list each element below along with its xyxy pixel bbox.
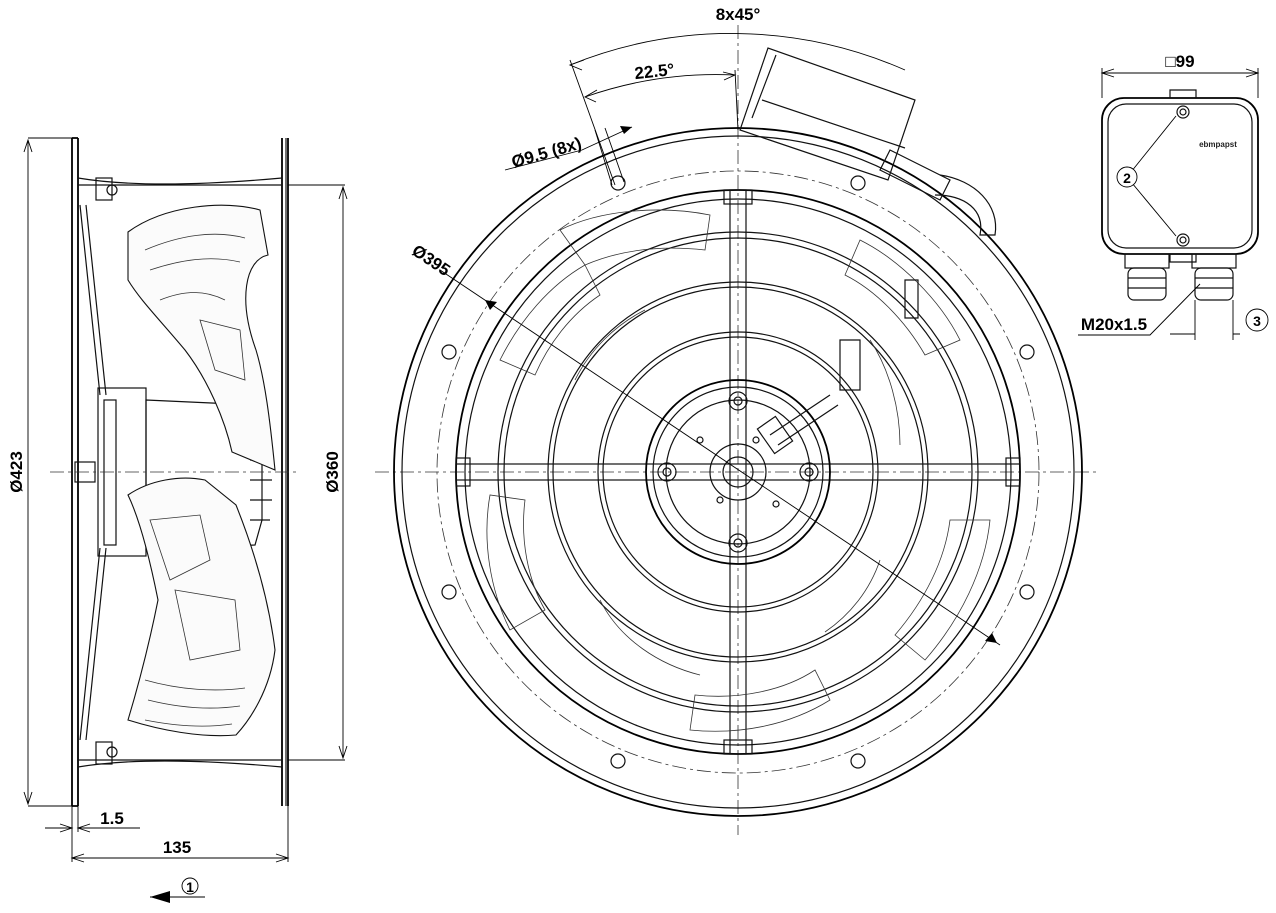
bolt-count-angle-label: 8x45°: [716, 5, 761, 24]
front-view: 8x45° 22.5° Ø9.5 (8x) Ø395: [375, 5, 1100, 835]
overall-depth-label: 135: [163, 838, 191, 857]
side-view: Ø423 Ø360 1.5 135 1: [7, 137, 348, 903]
cable-gland-thread-label: M20x1.5: [1081, 315, 1147, 334]
inner-diameter-label: Ø360: [323, 451, 342, 493]
overall-diameter-label: Ø423: [7, 451, 26, 493]
bolt-circle-diameter-label: Ø395: [409, 241, 454, 280]
box-screws-callout-number: 2: [1123, 170, 1131, 186]
terminal-box-size-label: □99: [1165, 52, 1194, 71]
brand-on-box: ebmpapst: [1199, 140, 1237, 149]
offset-angle-label: 22.5°: [634, 60, 676, 83]
airflow-callout-number: 1: [186, 879, 194, 895]
terminal-box-detail: ebmpapst □99 M20x1.5 2 3: [1078, 52, 1269, 340]
flange-thickness-label: 1.5: [100, 809, 124, 828]
gland-spacing-callout-number: 3: [1253, 313, 1261, 329]
hole-diameter-label: Ø9.5 (8x): [509, 134, 583, 172]
